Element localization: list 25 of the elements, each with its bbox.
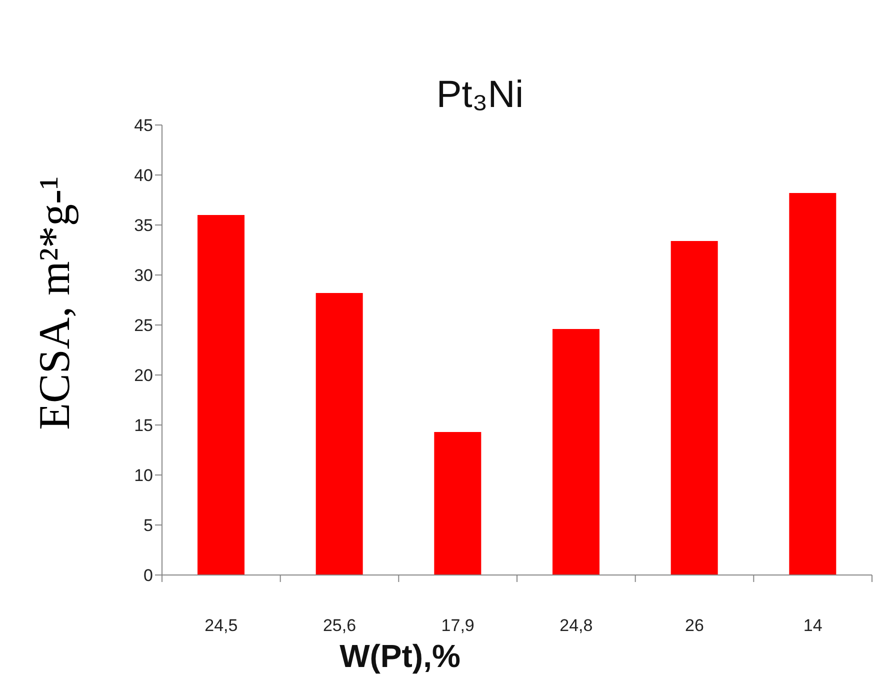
bar	[434, 432, 482, 575]
y-tick-label: 0	[144, 566, 153, 586]
x-tick-label: 25,6	[322, 616, 356, 635]
bar	[670, 241, 718, 575]
y-tick-label: 20	[134, 366, 153, 386]
bar	[316, 293, 363, 575]
y-tick-label: 45	[134, 116, 153, 136]
y-tick-label: 10	[134, 466, 153, 486]
x-tick-label: 17,9	[441, 616, 474, 635]
y-axis-title: ECSA, m²*g-¹	[30, 176, 80, 430]
x-axis-title: W(Pt),%	[338, 637, 462, 676]
bar	[552, 329, 600, 575]
x-tick-label: 24,8	[560, 616, 593, 635]
x-tick-label: 14	[803, 616, 822, 635]
y-tick-label: 30	[134, 266, 153, 286]
x-tick-label: 24,5	[204, 616, 238, 635]
x-tick-label: 26	[685, 616, 704, 635]
y-tick-label: 5	[144, 516, 153, 536]
y-tick-label: 25	[134, 316, 153, 336]
y-tick-label: 40	[134, 166, 153, 186]
bar	[789, 193, 836, 575]
chart-title: Pt₃Ni	[435, 73, 525, 118]
bar	[198, 215, 244, 575]
y-tick-label: 35	[134, 216, 153, 236]
y-tick-label: 15	[134, 416, 153, 436]
